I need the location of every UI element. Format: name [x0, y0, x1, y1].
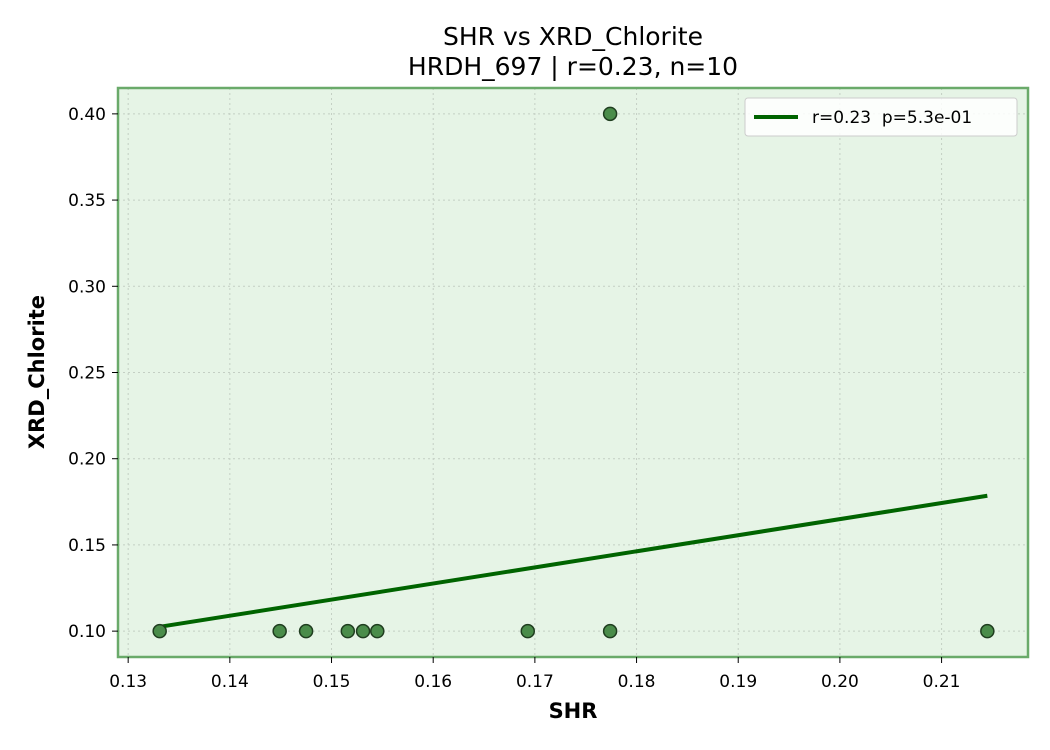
data-point: [370, 623, 385, 639]
x-axis-label: SHR: [549, 699, 598, 723]
data-point: [298, 623, 314, 639]
legend-box: [744, 97, 1018, 137]
data-point: [520, 623, 536, 639]
y-tick-label: 0.30: [68, 277, 106, 297]
data-point: [340, 623, 356, 639]
x-tick-label: 0.17: [516, 672, 554, 692]
x-tick-label: 0.21: [923, 672, 961, 692]
x-tick-label: 0.16: [414, 672, 452, 692]
data-point: [152, 623, 167, 639]
x-tick-label: 0.13: [109, 672, 147, 692]
y-tick-label: 0.15: [68, 536, 106, 556]
data-point: [602, 623, 618, 639]
x-tick-label: 0.20: [821, 672, 859, 692]
y-tick-label: 0.35: [68, 191, 106, 211]
data-point: [272, 623, 287, 639]
x-tick-label: 0.19: [719, 672, 757, 692]
chart-title: SHR vs XRD_Chlorite: [443, 22, 703, 51]
y-tick-label: 0.25: [68, 364, 106, 384]
data-point: [980, 623, 995, 639]
y-tick-label: 0.20: [68, 450, 106, 470]
y-axis-label: XRD_Chlorite: [25, 295, 49, 449]
data-point: [602, 106, 618, 122]
legend-entry-fit: r=0.23 p=5.3e-01: [812, 108, 972, 128]
legend: r=0.23 p=5.3e-01: [744, 97, 1018, 137]
y-tick-label: 0.10: [68, 622, 106, 642]
x-tick-label: 0.18: [618, 672, 656, 692]
data-point: [355, 623, 371, 639]
fit-line-layer: [159, 493, 988, 629]
x-axis-ticks: 0.13 0.14 0.15 0.16 0.17 0.18 0.19 0.20 0.21: [109, 657, 961, 692]
x-tick-label: 0.14: [211, 672, 249, 692]
y-tick-label: 0.40: [68, 105, 106, 125]
grid-lines: [118, 88, 1028, 657]
regression-line: [159, 493, 988, 629]
data-points: [152, 106, 995, 639]
x-tick-label: 0.15: [313, 672, 351, 692]
y-axis-ticks: 0.10 0.15 0.20 0.25 0.30 0.35 0.40: [68, 105, 118, 642]
chart-subtitle: HRDH_697 | r=0.23, n=10: [408, 52, 738, 81]
